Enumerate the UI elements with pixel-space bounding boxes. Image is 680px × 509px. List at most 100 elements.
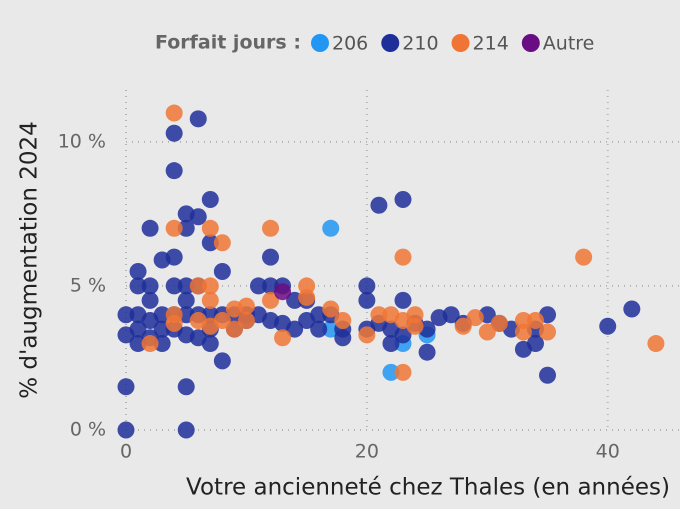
point [310,320,328,338]
point [539,323,557,341]
point [358,291,376,309]
point [418,343,436,361]
legend-title: Forfait jours : [155,32,301,54]
point [274,329,292,347]
point [165,314,183,332]
point [165,104,183,122]
point [262,219,280,237]
legend-marker [521,34,540,52]
point [141,219,159,237]
point [165,248,183,266]
point [213,234,231,252]
point [647,335,665,353]
point [177,421,195,439]
point [201,219,219,237]
point [153,306,171,324]
point [262,248,280,266]
point [189,277,207,295]
point [575,248,593,266]
point [358,277,376,295]
legend-marker [451,34,470,52]
point [249,277,267,295]
point [466,309,484,327]
point [322,219,340,237]
point [141,291,159,309]
point [539,366,557,384]
point [358,326,376,344]
x-tick-label: 40 [596,441,620,463]
point [334,312,352,330]
point [262,291,280,309]
point [165,162,183,180]
point [117,421,135,439]
legend-marker [311,34,329,52]
point [514,323,532,341]
x-axis-title: Votre ancienneté chez Thales (en années) [186,475,670,501]
point [623,300,641,318]
point [213,312,231,330]
point [370,306,388,324]
point [394,190,412,208]
point [177,219,195,237]
point [394,326,412,344]
x-tick-label: 20 [355,441,379,463]
point [165,124,183,142]
point [237,297,255,315]
point [201,234,219,252]
point [165,277,183,295]
point [394,363,412,381]
point [201,335,219,353]
point [117,306,135,324]
y-tick-label: 10 % [58,130,106,152]
point [177,291,195,309]
point [165,219,183,237]
point [370,196,388,214]
point [213,352,231,370]
point [237,312,255,330]
point [117,378,135,396]
point [141,335,159,353]
legend-label: 210 [402,33,438,55]
point [201,277,219,295]
point [322,320,340,338]
point [394,248,412,266]
legend-label: 206 [332,33,368,55]
point [141,277,159,295]
point [189,110,207,128]
point [490,314,508,332]
point [454,317,472,335]
point [382,363,400,381]
point [129,320,147,338]
point [129,263,147,281]
point [274,283,292,301]
point [322,300,340,318]
point [286,320,304,338]
point [382,335,400,353]
y-axis-title: % d'augmentation 2024 [17,121,43,399]
point [298,288,316,306]
point [189,208,207,226]
point [225,320,243,338]
point [201,190,219,208]
x-tick-label: 0 [120,441,132,463]
point [334,329,352,347]
legend-label: Autre [543,33,595,55]
point [201,291,219,309]
point [526,312,544,330]
legend-label: 214 [473,33,509,55]
point [177,277,195,295]
point [442,306,460,324]
point [394,291,412,309]
legend-marker [381,34,400,52]
point [129,277,147,295]
point [526,335,544,353]
point [177,378,195,396]
point [599,317,617,335]
point [478,323,496,341]
y-tick-label: 0 % [70,419,106,441]
point [406,317,424,335]
point [213,263,231,281]
y-tick-label: 5 % [70,274,106,296]
